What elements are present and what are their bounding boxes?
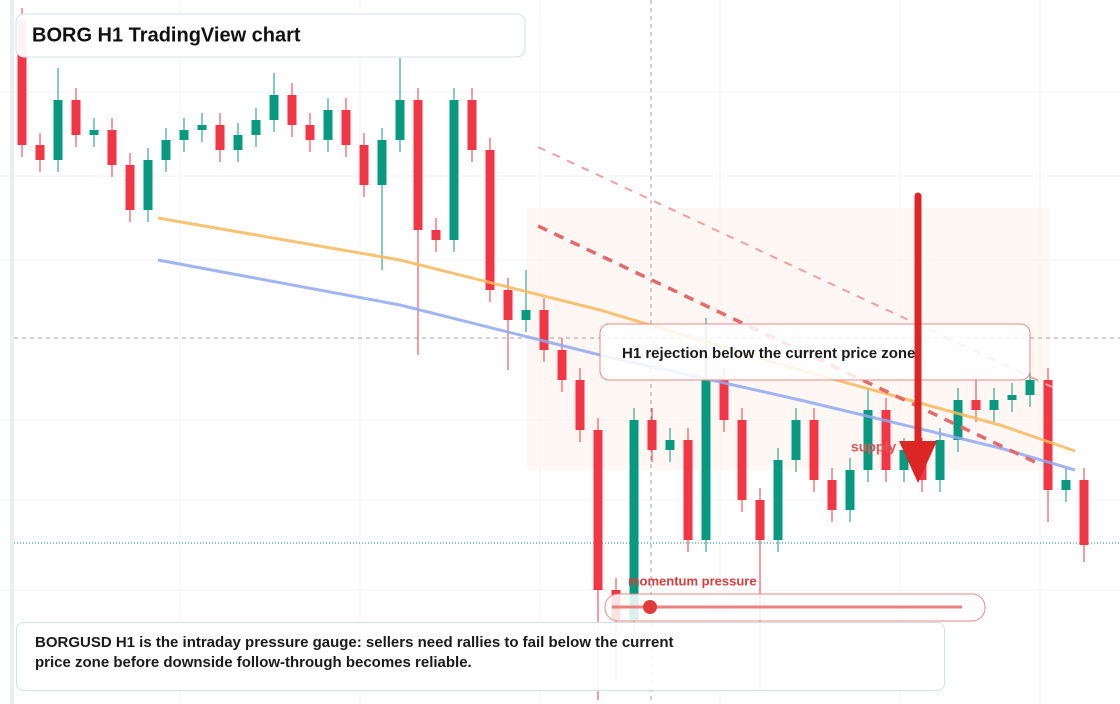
left-edge (10, 0, 14, 704)
candle-body (791, 420, 801, 460)
candle-body (125, 165, 135, 210)
candle-body (719, 380, 729, 420)
candle-body (485, 150, 495, 290)
candle-body (989, 400, 999, 410)
candle-body (737, 420, 747, 500)
candle-body (899, 450, 909, 470)
candle-body (593, 430, 603, 590)
candle-body (773, 460, 783, 540)
candle-body (1007, 395, 1017, 400)
title-box (15, 13, 526, 58)
candle-body (179, 130, 189, 140)
candles (17, 8, 1089, 700)
candle-body (665, 440, 675, 450)
candle-body (863, 410, 873, 470)
candle-body (935, 440, 945, 480)
candle-body (971, 400, 981, 410)
candle-body (647, 420, 657, 450)
candle-body (71, 100, 81, 135)
candle-body (755, 500, 765, 540)
candle-body (431, 230, 441, 240)
arrow-head (899, 441, 937, 483)
candle-body (341, 110, 351, 145)
candle-body (701, 380, 711, 540)
momentum-label: momentum pressure (628, 573, 757, 588)
candle-body (17, 20, 27, 145)
candle-body (953, 400, 963, 440)
candle-body (287, 95, 297, 125)
candle-body (323, 110, 333, 140)
candle-body (557, 350, 567, 380)
candle-body (413, 100, 423, 230)
candle-body (395, 100, 405, 140)
candle-body (449, 100, 459, 240)
candle-body (827, 480, 837, 510)
candle-body (539, 310, 549, 350)
candle-body (503, 290, 513, 320)
candle-body (845, 470, 855, 510)
rejection-box (599, 323, 1031, 381)
candle-body (161, 140, 171, 160)
candle-body (1025, 380, 1035, 395)
candle-body (629, 420, 639, 620)
candle-body (809, 420, 819, 480)
candle-body (359, 145, 369, 185)
candle-body (107, 130, 117, 165)
candle-body (1079, 480, 1089, 545)
candle-body (89, 130, 99, 135)
supply-label: supply (851, 439, 896, 455)
candle-body (1043, 380, 1053, 490)
candle-body (1061, 480, 1071, 490)
candle-body (377, 140, 387, 185)
candle-body (197, 125, 207, 130)
candle-body (53, 100, 63, 160)
rejection-label: H1 rejection below the current price zon… (622, 345, 915, 362)
description: BORGUSD H1 is the intraday pressure gaug… (35, 634, 674, 671)
candle-body (269, 95, 279, 120)
candle-body (881, 410, 891, 470)
candle-body (521, 310, 531, 320)
candle-body (233, 135, 243, 150)
description-box: BORGUSD H1 is the intraday pressure gaug… (16, 622, 945, 691)
candle-body (143, 160, 153, 210)
candle-body (251, 120, 261, 135)
momentum-knob (643, 600, 657, 614)
candle-body (35, 145, 45, 160)
candle-body (305, 125, 315, 140)
candle-body (215, 125, 225, 150)
chart-title: BORG H1 TradingView chart (32, 24, 301, 46)
candle-body (683, 440, 693, 540)
candle-body (467, 100, 477, 150)
candle-body (575, 380, 585, 430)
